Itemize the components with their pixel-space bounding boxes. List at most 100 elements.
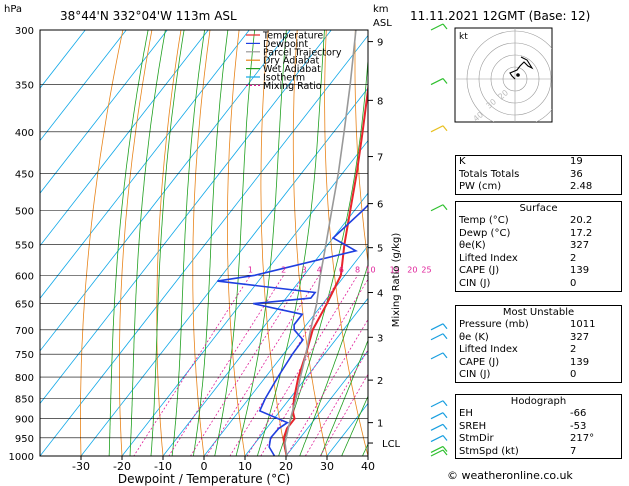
km-tick-label: 4	[377, 289, 383, 300]
isotherm-line	[40, 30, 86, 89]
pressure-tick-label: 400	[15, 128, 34, 139]
hodograph-kt-label: kt	[459, 32, 468, 42]
pressure-tick-label: 950	[15, 434, 34, 445]
mixing-ratio-label: 10	[365, 265, 375, 274]
dry-adiabat-line	[156, 30, 182, 456]
dry-adiabat-line	[119, 30, 153, 456]
surface-row: CIN (J) 0	[456, 278, 621, 291]
km-tick-label: 9	[377, 38, 383, 49]
isotherm-line	[40, 34, 368, 456]
wind-barb-staff	[430, 423, 444, 431]
wind-barb-staff	[430, 449, 444, 457]
wind-barb-flag	[442, 423, 448, 430]
pressure-tick-label: 900	[15, 415, 34, 426]
wind-barb-staff	[430, 400, 444, 408]
dry-adiabat-line	[324, 30, 368, 456]
index-row-pw: PW (cm) 2.48	[456, 181, 621, 194]
wind-barb-staff	[430, 435, 444, 443]
hodo-row: SREH -53	[456, 421, 621, 434]
surface-value: 139	[570, 265, 590, 277]
hodo-label: StmDir	[459, 433, 494, 445]
mu-label: CIN (J)	[459, 369, 491, 381]
surface-table: Surface Temp (°C) 20.2 Dewp (°C) 17.2 θe(K…	[455, 201, 622, 292]
pressure-tick-label: 700	[15, 326, 34, 337]
pressure-unit-label: hPa	[4, 4, 22, 15]
pressure-tick-label: 750	[15, 350, 34, 361]
mu-row: CAPE (J) 139	[456, 357, 621, 370]
wet-adiabat-line	[235, 30, 287, 456]
mixing-ratio-label: 1	[248, 265, 253, 274]
hodo-value: 7	[570, 445, 577, 457]
isotherm-line	[40, 30, 168, 194]
surface-value: 20.2	[570, 215, 593, 226]
wet-adiabat-line	[214, 30, 256, 456]
parcel-trajectory-line	[284, 30, 357, 456]
legend-label: Isotherm	[263, 73, 305, 84]
mixing-ratio-line	[206, 275, 320, 456]
mixing-ratio-line	[133, 275, 251, 456]
surface-row: θe(K) 327	[456, 240, 621, 253]
hodo-label: EH	[459, 408, 473, 419]
wind-barb-flag	[442, 125, 448, 132]
pressure-tick-label: 450	[15, 169, 34, 180]
surface-value: 17.2	[570, 227, 593, 239]
mixing-ratio-label: 8	[355, 265, 360, 274]
surface-value: 2	[570, 252, 577, 264]
mixing-ratio-label: 6	[339, 265, 344, 274]
wind-barb-staff	[430, 412, 444, 420]
km-tick-label: 1	[377, 419, 383, 430]
mixing-ratio-line	[260, 278, 368, 456]
x-axis-title: Dewpoint / Temperature (°C)	[118, 472, 290, 486]
isotherm-line	[285, 350, 368, 456]
wind-barb-flag	[442, 333, 448, 340]
legend-label: Parcel Trajectory	[263, 47, 342, 58]
mixing-ratio-axis-title: Mixing Ratio (g/kg)	[391, 233, 402, 328]
dry-adiabat-line	[80, 30, 124, 456]
surface-row: CAPE (J) 139	[456, 265, 621, 278]
index-value: 19	[570, 156, 583, 167]
copyright-footer[interactable]: © weatheronline.co.uk	[447, 469, 573, 482]
mixing-ratio-line	[286, 318, 368, 456]
pressure-tick-label: 600	[15, 271, 34, 282]
surface-row: Dewp (°C) 17.2	[456, 228, 621, 241]
isotherm-line	[40, 30, 250, 299]
km-label: km	[373, 4, 389, 15]
mu-label: θe (K)	[459, 331, 489, 343]
hodograph-ring-label: 40	[472, 110, 486, 123]
x-tick-label: 10	[238, 460, 252, 473]
surface-value: 0	[570, 277, 577, 289]
wind-barb-flag	[442, 352, 448, 359]
mu-row: Pressure (mb) 1011	[456, 319, 621, 332]
km-tick-label: 2	[377, 376, 383, 387]
km-tick-label: LCL	[382, 439, 401, 450]
hodo-row: StmSpd (kt) 7	[456, 446, 621, 459]
km-tick-label: 6	[377, 200, 383, 211]
pressure-tick-label: 850	[15, 394, 34, 405]
surface-row: Temp (°C) 20.2	[456, 215, 621, 228]
wet-adiabat-line	[192, 30, 229, 456]
hodograph-title: Hodograph	[510, 396, 567, 407]
wind-barb-staff	[430, 352, 444, 360]
wet-adiabat-line	[129, 30, 166, 456]
mu-row: CIN (J) 0	[456, 369, 621, 382]
x-tick-label: -30	[72, 460, 90, 473]
hodo-label: SREH	[459, 420, 487, 432]
wind-barb-flag	[442, 412, 448, 419]
wind-barb-flag	[442, 78, 448, 84]
surface-label: θe(K)	[459, 240, 486, 252]
mu-value: 0	[570, 369, 577, 381]
mu-value: 1011	[570, 319, 596, 330]
km-tick-label: 7	[377, 153, 383, 164]
location-label: 38°44'N 332°04'W 113m ASL	[60, 9, 237, 23]
index-row-totals: Totals Totals 36	[456, 169, 621, 182]
surface-row: Lifted Index 2	[456, 253, 621, 266]
index-value: 36	[570, 168, 583, 180]
mu-label: Lifted Index	[459, 344, 518, 356]
hodo-row: StmDir 217°	[456, 433, 621, 446]
mu-value: 327	[570, 331, 590, 343]
x-tick-label: 30	[320, 460, 334, 473]
wet-adiabat-line	[108, 30, 149, 456]
wet-adiabat-line	[299, 263, 368, 456]
x-tick-label: 40	[361, 460, 375, 473]
